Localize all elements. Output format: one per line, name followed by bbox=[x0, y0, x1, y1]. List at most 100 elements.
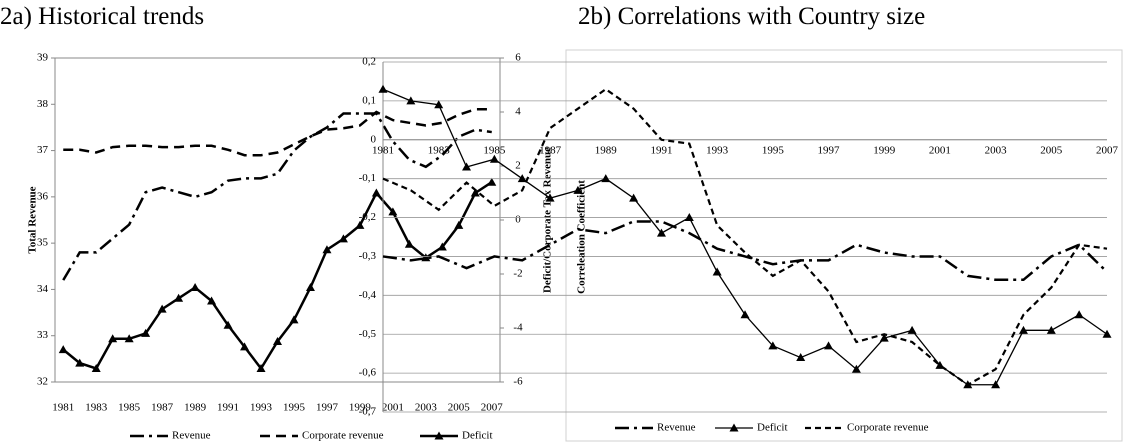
y-axis-label: Total Revenue bbox=[27, 186, 39, 253]
data-point bbox=[434, 100, 444, 109]
data-point bbox=[124, 334, 134, 343]
legend-label: Corporate revenue bbox=[302, 430, 384, 442]
data-point bbox=[545, 193, 555, 202]
data-point bbox=[378, 84, 388, 93]
y-tick-label: -0,1 bbox=[359, 172, 376, 184]
x-tick-label: 2003 bbox=[415, 402, 438, 414]
x-tick-label: 2001 bbox=[929, 144, 951, 156]
data-point bbox=[1074, 310, 1084, 319]
x-tick-label: 1999 bbox=[349, 402, 372, 414]
y-tick-label: 33 bbox=[37, 329, 49, 341]
data-point bbox=[489, 154, 499, 163]
data-point bbox=[573, 185, 583, 194]
y-tick-label: 0,2 bbox=[362, 56, 376, 68]
data-point bbox=[824, 341, 834, 350]
data-point bbox=[190, 283, 200, 291]
data-point bbox=[907, 325, 917, 334]
x-tick-label: 1989 bbox=[595, 144, 618, 156]
x-tick-label: 1997 bbox=[316, 402, 339, 414]
legend-marker bbox=[434, 431, 444, 440]
chart-frame bbox=[565, 49, 1123, 442]
series-line bbox=[382, 220, 1108, 282]
data-point bbox=[108, 334, 118, 343]
data-point bbox=[740, 310, 750, 319]
data-point bbox=[656, 228, 666, 237]
data-point bbox=[517, 174, 527, 183]
y2-tick-label: -6 bbox=[513, 376, 523, 388]
x-tick-label: 1981 bbox=[372, 144, 394, 156]
data-point bbox=[338, 234, 348, 243]
legend-label: Revenue bbox=[172, 430, 211, 442]
x-tick-label: 1987 bbox=[151, 402, 174, 414]
data-point bbox=[207, 296, 217, 305]
chart-title: 2a) Historical trends bbox=[0, 3, 204, 30]
data-point bbox=[629, 193, 639, 202]
y2-axis-label: Deficit/Corporate Tax Revenue bbox=[542, 147, 554, 293]
y2-tick-label: -4 bbox=[513, 322, 523, 334]
y-tick-label: -0,6 bbox=[359, 367, 377, 379]
x-tick-label: 2001 bbox=[382, 402, 404, 414]
data-point bbox=[305, 283, 315, 291]
y-tick-label: 37 bbox=[37, 144, 49, 156]
chart-title: 2b) Correlations with Country size bbox=[578, 3, 925, 30]
x-tick-label: 1995 bbox=[283, 402, 306, 414]
y-tick-label: -0,5 bbox=[359, 328, 377, 340]
data-point bbox=[684, 213, 694, 222]
x-tick-label: 1993 bbox=[250, 402, 273, 414]
data-point bbox=[470, 188, 480, 197]
y2-tick-label: 2 bbox=[515, 160, 521, 172]
data-point bbox=[796, 353, 806, 362]
y-axis-label: Correleation Coefficient bbox=[576, 180, 588, 294]
data-point bbox=[991, 380, 1001, 389]
data-point bbox=[1102, 329, 1112, 338]
y-tick-label: -0,7 bbox=[359, 406, 377, 418]
data-point bbox=[1018, 325, 1028, 334]
series-line bbox=[62, 112, 492, 281]
legend-label: Revenue bbox=[657, 422, 696, 434]
y2-tick-label: 6 bbox=[515, 52, 521, 64]
x-tick-label: 2005 bbox=[1040, 144, 1063, 156]
data-point bbox=[601, 174, 611, 183]
data-point bbox=[462, 162, 472, 171]
series-line bbox=[63, 108, 492, 157]
data-point bbox=[879, 333, 889, 342]
y-tick-label: 34 bbox=[37, 283, 49, 295]
data-point bbox=[91, 364, 101, 372]
x-tick-label: 1987 bbox=[539, 144, 562, 156]
data-point bbox=[223, 320, 233, 329]
data-point bbox=[256, 364, 266, 372]
y2-tick-label: -2 bbox=[513, 268, 522, 280]
data-point bbox=[157, 304, 167, 313]
y-tick-label: 35 bbox=[37, 237, 49, 249]
data-point bbox=[404, 239, 414, 248]
data-point bbox=[487, 177, 497, 186]
data-point bbox=[1046, 325, 1056, 334]
y-tick-label: 38 bbox=[37, 98, 49, 110]
x-tick-label: 1991 bbox=[650, 144, 672, 156]
data-point bbox=[712, 267, 722, 276]
y-tick-label: -0,4 bbox=[359, 289, 377, 301]
data-point bbox=[371, 188, 381, 197]
data-point bbox=[58, 345, 68, 354]
x-tick-label: 1985 bbox=[118, 402, 141, 414]
x-tick-label: 1991 bbox=[217, 402, 239, 414]
data-point bbox=[273, 337, 282, 345]
x-tick-label: 1993 bbox=[706, 144, 729, 156]
x-tick-label: 1983 bbox=[428, 144, 451, 156]
series-line bbox=[382, 88, 1108, 386]
data-point bbox=[322, 245, 332, 254]
x-tick-label: 1981 bbox=[52, 402, 74, 414]
x-tick-label: 1985 bbox=[483, 144, 506, 156]
data-point bbox=[437, 242, 447, 251]
data-point bbox=[75, 358, 85, 367]
x-tick-label: 2005 bbox=[448, 402, 471, 414]
data-point bbox=[355, 220, 365, 229]
data-point bbox=[174, 293, 184, 302]
data-point bbox=[768, 341, 778, 350]
data-point bbox=[141, 328, 151, 337]
data-point bbox=[454, 220, 464, 229]
data-point bbox=[406, 96, 416, 105]
x-tick-label: 1983 bbox=[85, 402, 108, 414]
x-tick-label: 2003 bbox=[985, 144, 1008, 156]
